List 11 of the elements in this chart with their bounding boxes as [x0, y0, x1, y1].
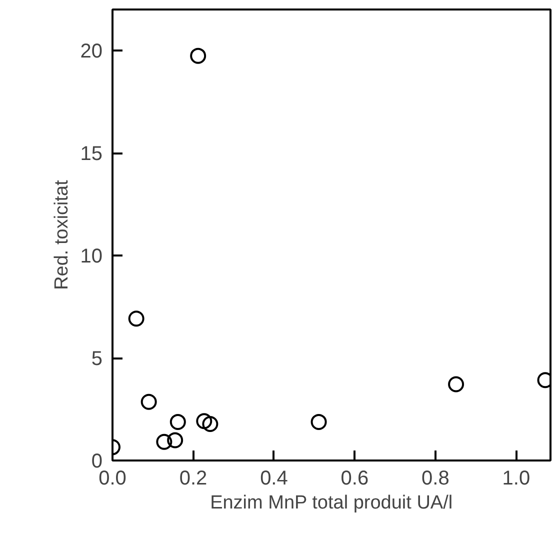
- x-tick-label: 0.4: [260, 468, 288, 490]
- x-tick-label: 0.6: [340, 468, 369, 490]
- x-tick-label: 1.0: [502, 468, 530, 490]
- x-tick-label: 0.2: [179, 468, 208, 490]
- y-tick-label: 10: [80, 246, 103, 268]
- y-tick-label: 5: [91, 348, 102, 370]
- y-axis-title: Red. toxicitat: [51, 179, 72, 290]
- y-tick-label: 15: [80, 143, 103, 165]
- y-tick-label: 20: [80, 40, 103, 62]
- x-axis-title: Enzim MnP total produit UA/l: [210, 492, 453, 514]
- x-tick-label: 0.8: [422, 468, 450, 490]
